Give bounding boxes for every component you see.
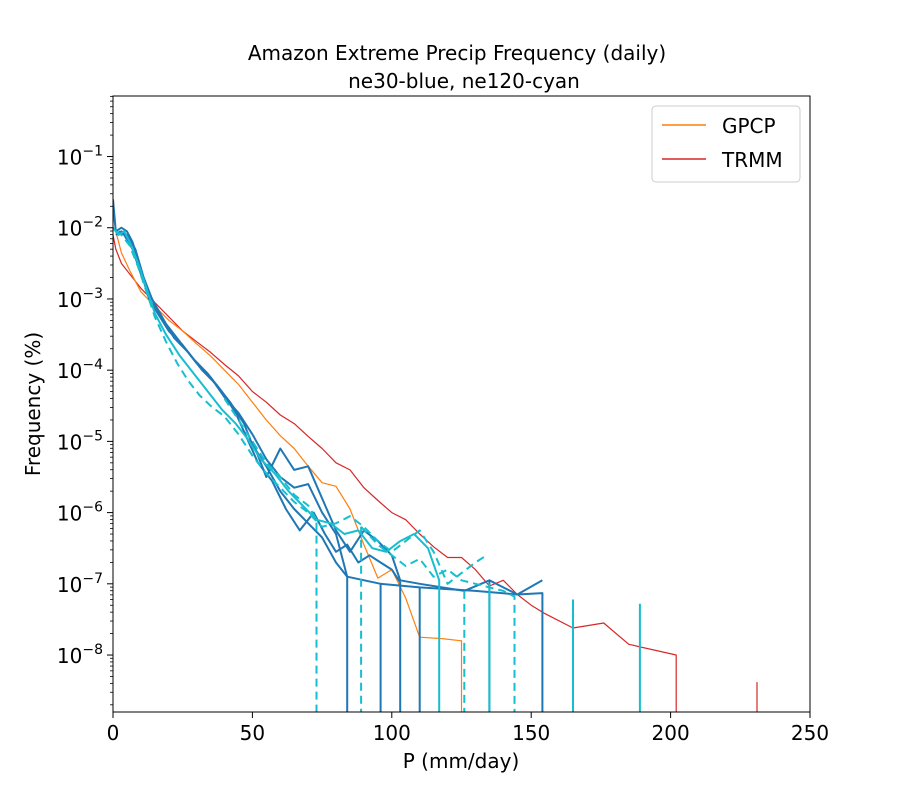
x-tick-label: 100 bbox=[373, 721, 411, 745]
plot-frame bbox=[112, 95, 811, 713]
y-tick-label: 10−2 bbox=[57, 215, 103, 241]
x-axis-label: P (mm/day) bbox=[403, 749, 520, 773]
y-tick-label: 10−8 bbox=[57, 642, 103, 668]
series-line-ne120-d bbox=[360, 526, 516, 712]
series-line-ne120-a bbox=[113, 227, 441, 712]
x-tick-label: 0 bbox=[107, 721, 120, 745]
series-line-ne120-c bbox=[223, 398, 318, 712]
legend-label-gpcp: GPCP bbox=[722, 114, 776, 138]
y-tick-label: 10−5 bbox=[57, 428, 103, 454]
y-tick-label: 10−4 bbox=[57, 357, 103, 383]
series-line-ne120-b bbox=[115, 230, 488, 585]
x-tick-label: 50 bbox=[240, 721, 265, 745]
series-layer bbox=[113, 199, 758, 712]
x-tick-label: 200 bbox=[652, 721, 690, 745]
legend-label-trmm: TRMM bbox=[721, 148, 783, 172]
x-tick-label: 250 bbox=[791, 721, 829, 745]
y-tick-label: 10−7 bbox=[57, 571, 103, 597]
tick-layer: 0 50 100 150 200 250 10−8 10−7 10−6 10−5 10−4 10−3 1… bbox=[57, 144, 829, 745]
legend: GPCP TRMM bbox=[651, 105, 801, 183]
x-tick-label: 150 bbox=[512, 721, 550, 745]
y-tick-label: 10−6 bbox=[57, 500, 103, 526]
series-line-GPCP bbox=[113, 213, 463, 712]
chart-title-line-2: ne30-blue, ne120-cyan bbox=[348, 69, 580, 93]
y-tick-label: 10−1 bbox=[57, 144, 103, 170]
series-line-TRMM bbox=[113, 234, 677, 712]
y-tick-label: 10−3 bbox=[57, 286, 103, 312]
chart-title-line-1: Amazon Extreme Precip Frequency (daily) bbox=[248, 41, 666, 65]
y-axis-label: Frequency (%) bbox=[21, 332, 45, 476]
